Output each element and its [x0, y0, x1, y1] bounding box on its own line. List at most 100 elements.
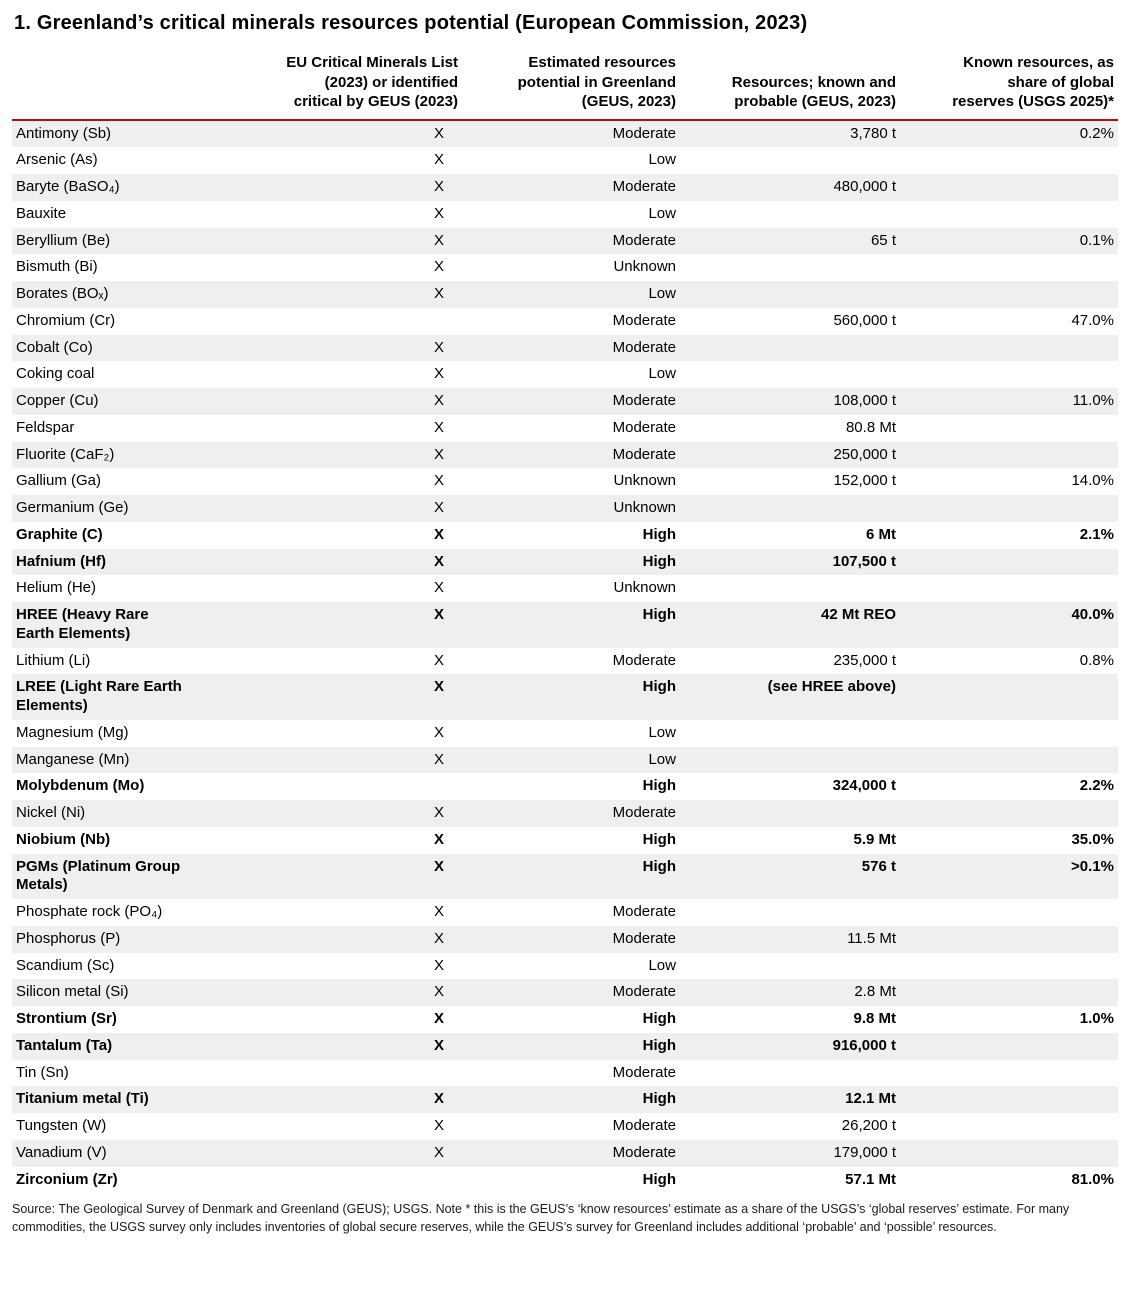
potential-cell: Unknown: [613, 499, 676, 516]
eu-list-cell: X: [433, 804, 444, 821]
header-row: EU Critical Minerals List (2023) or iden…: [12, 51, 1118, 121]
share-cell: 0.8%: [1079, 651, 1114, 669]
share-cell: [900, 335, 1118, 362]
eu-list-cell: X: [433, 338, 444, 356]
eu-list-cell: [230, 773, 462, 800]
mineral-name-cell: Bauxite: [16, 204, 67, 222]
table-row: Graphite (C) X High 6 Mt 2.1%: [12, 522, 1118, 549]
potential-cell: High: [642, 1170, 676, 1188]
eu-list-cell: [230, 1060, 462, 1087]
resources-cell: 235,000 t: [833, 651, 896, 669]
table-row: PGMs (Platinum Group Metals) X High 576 t >0…: [12, 853, 1118, 899]
table-row: Helium (He) X Unknown: [12, 575, 1118, 602]
table-row: Bauxite X Low: [12, 201, 1118, 228]
mineral-name-cell: Phosphorus (P): [16, 929, 121, 947]
mineral-name-cell: Tin (Sn): [16, 1063, 69, 1081]
eu-list-cell: X: [433, 1143, 444, 1161]
table-row: Silicon metal (Si) X Moderate 2.8 Mt: [12, 979, 1118, 1006]
eu-list-cell: X: [433, 929, 444, 947]
mineral-name-cell: Bismuth (Bi): [16, 258, 98, 276]
resources-cell: [680, 201, 900, 228]
table-row: Scandium (Sc) X Low: [12, 953, 1118, 980]
potential-cell: Moderate: [612, 983, 676, 1001]
eu-list-cell: X: [433, 258, 444, 276]
potential-cell: High: [642, 777, 676, 795]
resources-cell: [680, 335, 900, 362]
potential-cell: Moderate: [612, 445, 676, 463]
share-cell: [900, 281, 1118, 308]
eu-list-cell: X: [433, 285, 444, 302]
table-row: Gallium (Ga) X Unknown 152,000 t 14.0%: [12, 468, 1118, 495]
resources-cell: [680, 1060, 900, 1087]
potential-cell: Moderate: [612, 1063, 676, 1081]
eu-list-cell: X: [433, 903, 444, 920]
eu-list-cell: [230, 1167, 462, 1194]
mineral-name-cell: Germanium (Ge): [16, 499, 129, 516]
eu-list-cell: X: [433, 499, 444, 516]
potential-cell: Unknown: [613, 579, 676, 597]
eu-list-cell: [230, 308, 462, 335]
resources-cell: [680, 147, 900, 174]
mineral-name-cell: Phosphate rock (PO₄): [16, 903, 163, 920]
eu-list-cell: X: [433, 552, 444, 570]
share-cell: 14.0%: [1071, 472, 1114, 490]
table-row: Germanium (Ge) X Unknown: [12, 495, 1118, 522]
eu-list-cell: X: [433, 1090, 444, 1108]
mineral-name-cell: Antimony (Sb): [16, 124, 112, 142]
table-row: Antimony (Sb) X Moderate 3,780 t 0.2%: [12, 119, 1118, 148]
mineral-name-cell: Feldspar: [16, 418, 75, 436]
share-cell: >0.1%: [1071, 857, 1114, 875]
share-cell: [900, 747, 1118, 774]
column-header-mineral: [12, 51, 230, 121]
share-cell: [900, 1140, 1118, 1167]
resources-cell: [680, 254, 900, 281]
mineral-name-cell: Magnesium (Mg): [16, 723, 129, 741]
resources-cell: 12.1 Mt: [845, 1090, 896, 1108]
potential-cell: Low: [648, 151, 676, 169]
mineral-name-cell: Coking coal: [16, 365, 95, 383]
table-row: HREE (Heavy Rare Earth Elements) X High 42 …: [12, 602, 1118, 648]
eu-list-cell: X: [433, 1036, 444, 1054]
potential-cell: Moderate: [612, 1117, 676, 1134]
mineral-name-cell: Graphite (C): [16, 525, 103, 543]
potential-cell: Moderate: [612, 804, 676, 821]
eu-list-cell: X: [433, 956, 444, 974]
table-row: LREE (Light Rare Earth Elements) X High (se…: [12, 674, 1118, 720]
mineral-name-cell: Zirconium (Zr): [16, 1170, 118, 1188]
resources-cell: 324,000 t: [832, 777, 896, 795]
potential-cell: Low: [648, 956, 676, 974]
mineral-name-cell: Nickel (Ni): [16, 804, 86, 821]
mineral-name-cell: Chromium (Cr): [16, 311, 116, 329]
eu-list-cell: X: [433, 750, 444, 768]
share-cell: [900, 174, 1118, 201]
share-cell: 47.0%: [1071, 311, 1114, 329]
table-row: Vanadium (V) X Moderate 179,000 t: [12, 1139, 1118, 1167]
potential-cell: High: [642, 678, 676, 696]
eu-list-cell: X: [433, 830, 444, 848]
mineral-name-cell: Niobium (Nb): [16, 830, 111, 848]
table-row: Coking coal X Low: [12, 361, 1118, 388]
eu-list-cell: X: [433, 1010, 444, 1027]
mineral-name-cell: HREE (Heavy Rare Earth Elements): [16, 606, 149, 642]
column-header-share: Known resources, as share of global rese…: [900, 51, 1118, 121]
potential-cell: High: [642, 1090, 676, 1108]
share-cell: 40.0%: [1071, 606, 1114, 623]
potential-cell: Moderate: [612, 903, 676, 920]
resources-cell: 179,000 t: [833, 1143, 896, 1161]
share-cell: [900, 1086, 1118, 1113]
potential-cell: Moderate: [612, 124, 676, 142]
resources-cell: [680, 747, 900, 774]
resources-cell: [680, 361, 900, 388]
resources-cell: [680, 899, 900, 926]
resources-cell: 5.9 Mt: [853, 830, 896, 848]
mineral-name-cell: Beryllium (Be): [16, 231, 111, 249]
resources-cell: [680, 800, 900, 827]
eu-list-cell: X: [433, 579, 444, 597]
share-cell: [900, 1033, 1118, 1060]
eu-list-cell: X: [433, 231, 444, 249]
share-cell: [900, 442, 1118, 469]
table-row: Baryte (BaSO₄) X Moderate 480,000 t: [12, 174, 1118, 201]
eu-list-cell: X: [433, 472, 444, 490]
potential-cell: Low: [648, 365, 676, 383]
share-cell: [900, 361, 1118, 388]
